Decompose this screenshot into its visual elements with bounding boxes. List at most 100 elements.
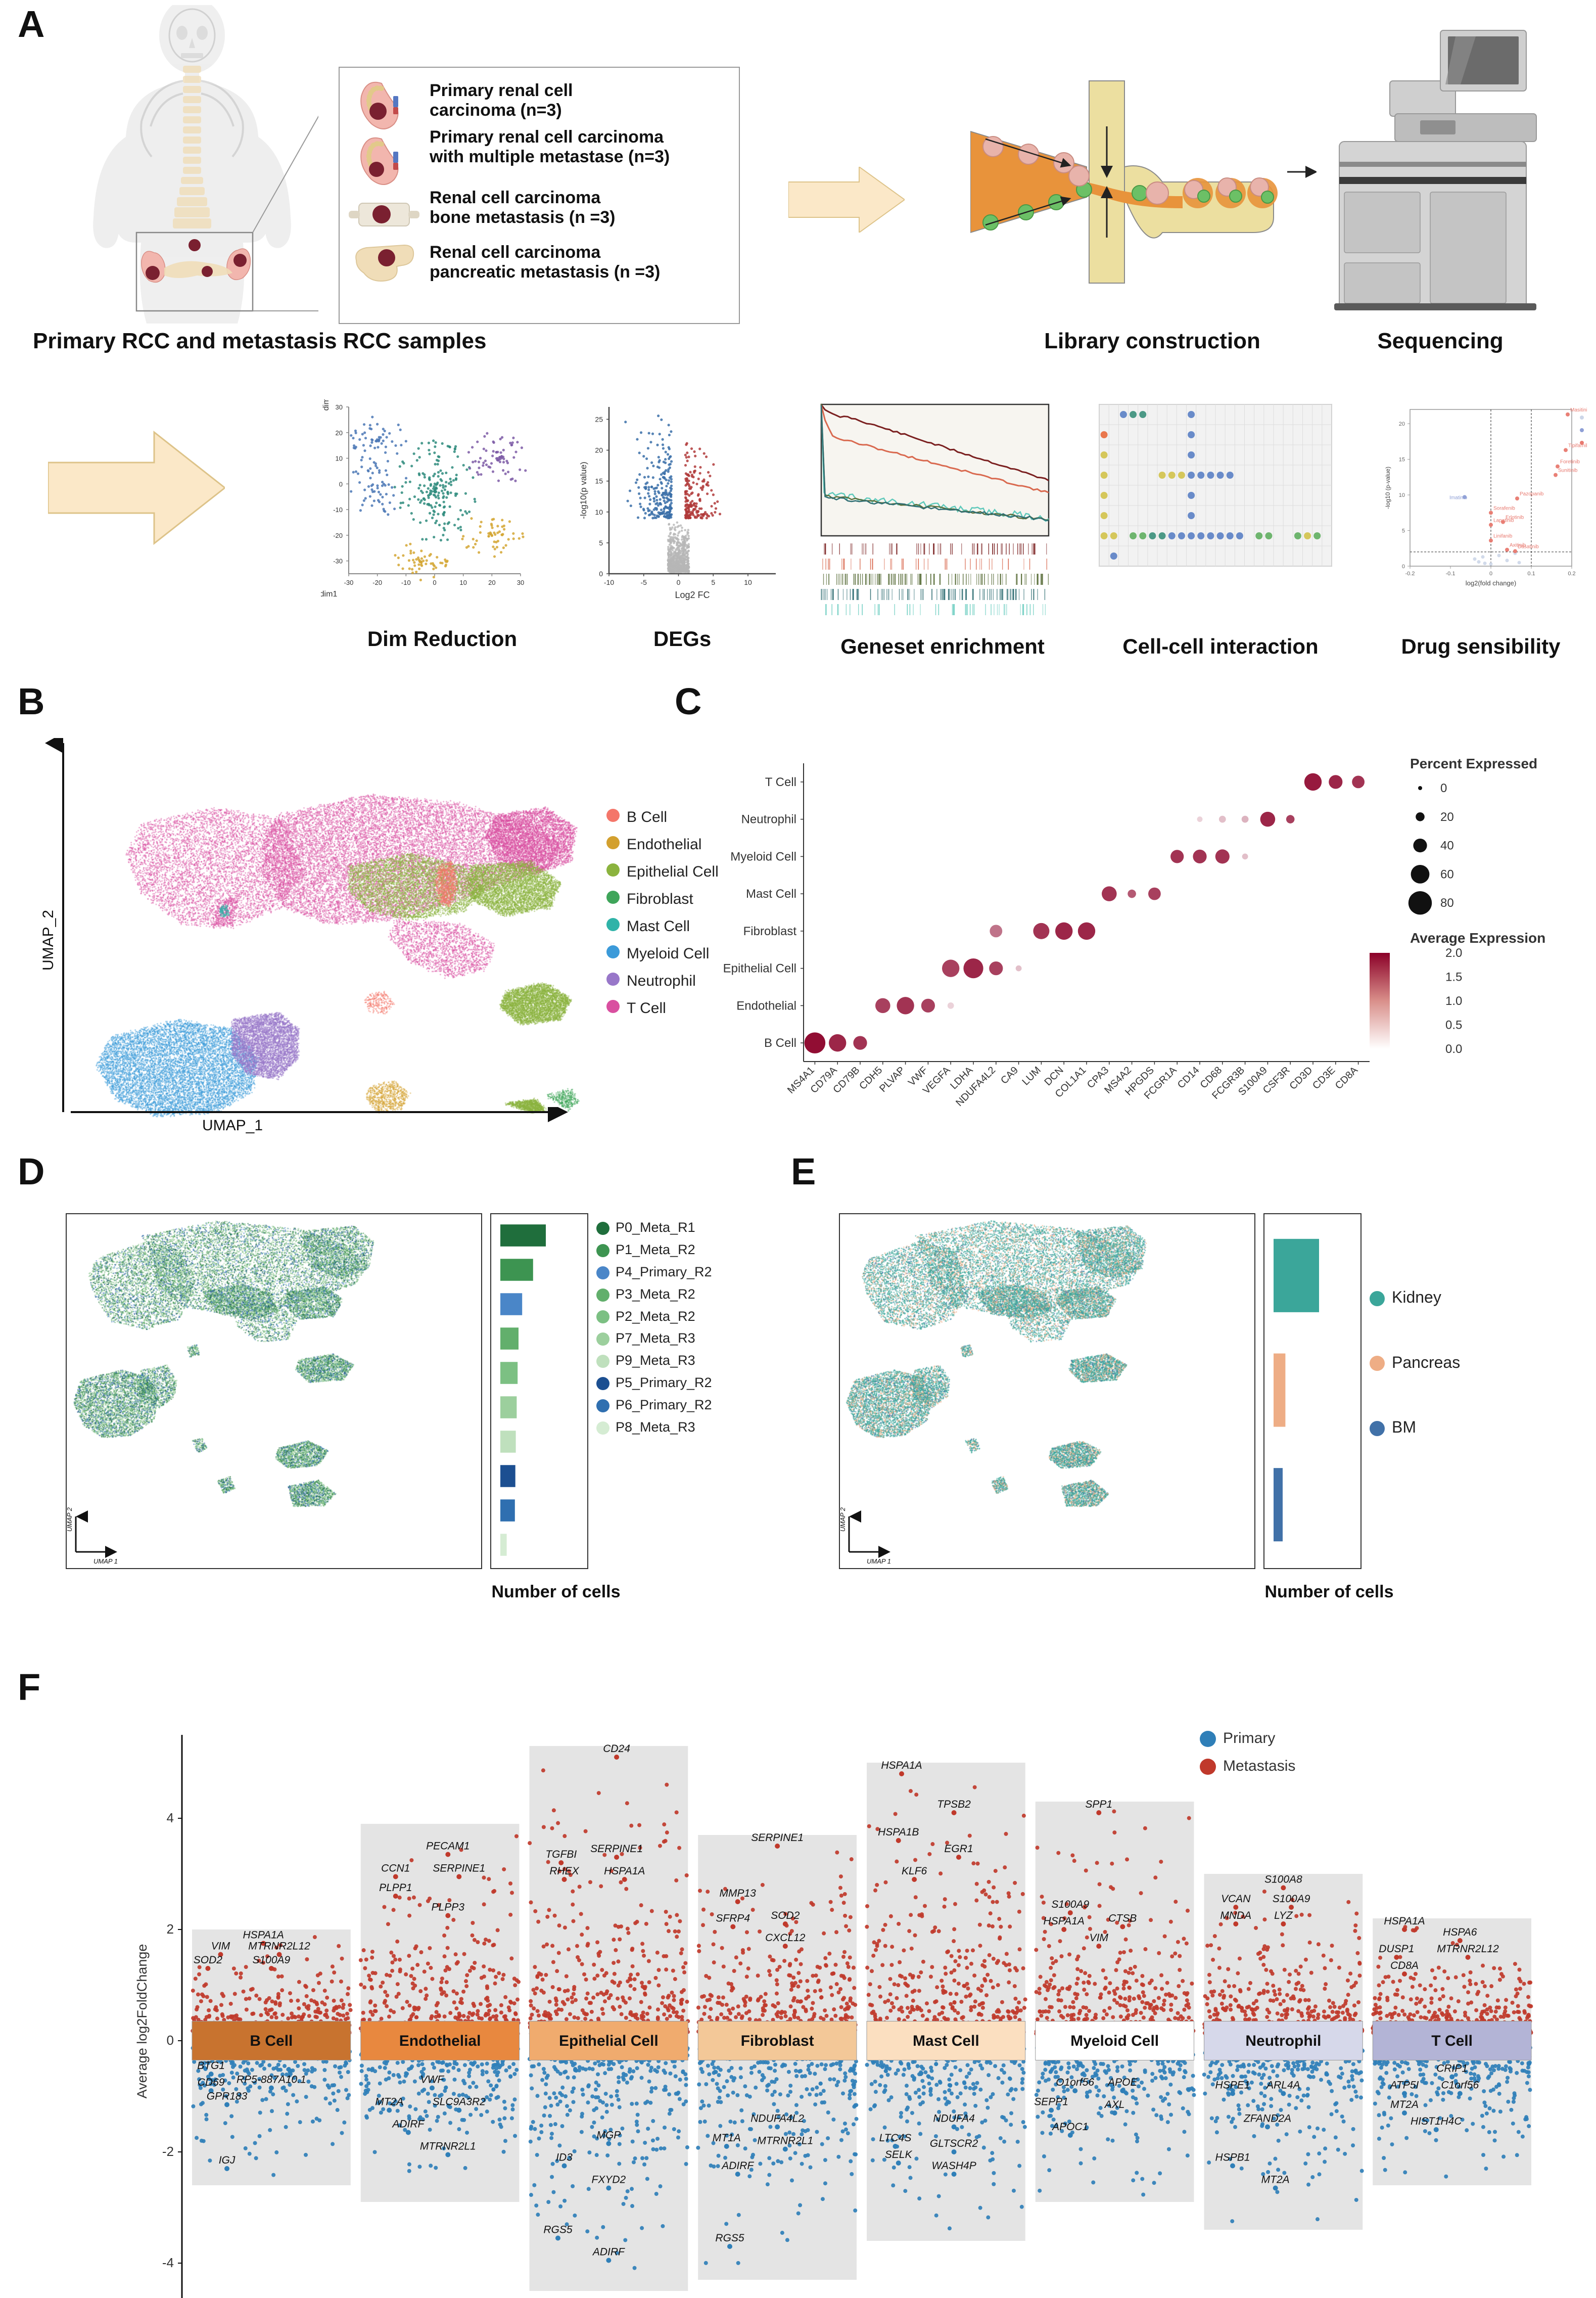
svg-text:VIM: VIM <box>211 1941 230 1952</box>
svg-text:Myeloid Cell: Myeloid Cell <box>730 850 796 863</box>
svg-text:-10: -10 <box>401 579 411 586</box>
svg-text:Imatinib: Imatinib <box>1449 495 1467 500</box>
svg-text:RGS5: RGS5 <box>543 2224 573 2236</box>
svg-text:ADIRF: ADIRF <box>391 2119 425 2130</box>
svg-text:CCN1: CCN1 <box>381 1863 410 1874</box>
svg-text:HSPA1A: HSPA1A <box>243 1929 284 1941</box>
svg-text:UMAP 2: UMAP 2 <box>839 1507 847 1532</box>
svg-text:-10: -10 <box>604 578 614 586</box>
svg-text:CD3E: CD3E <box>1310 1065 1337 1091</box>
svg-text:S100A9: S100A9 <box>253 1954 291 1966</box>
svg-text:CA9: CA9 <box>999 1065 1020 1086</box>
svg-text:PLPP1: PLPP1 <box>379 1882 412 1894</box>
svg-text:Fibroblast: Fibroblast <box>743 925 797 938</box>
svg-text:10: 10 <box>336 455 343 463</box>
svg-text:0.2: 0.2 <box>1568 571 1575 577</box>
svg-text:-10: -10 <box>333 506 343 514</box>
svg-text:BTG1: BTG1 <box>197 2060 225 2072</box>
svg-text:UMAP 2: UMAP 2 <box>66 1507 73 1532</box>
svg-text:MGP: MGP <box>596 2130 621 2141</box>
svg-text:30: 30 <box>517 579 524 586</box>
svg-text:ADIRF: ADIRF <box>592 2246 625 2258</box>
svg-text:80: 80 <box>1440 896 1454 910</box>
svg-text:Masitinib: Masitinib <box>1570 407 1587 413</box>
svg-text:Epithelial Cell: Epithelial Cell <box>559 2033 659 2049</box>
svg-text:10: 10 <box>1399 492 1405 498</box>
svg-text:LUM: LUM <box>1020 1065 1043 1087</box>
svg-text:HSPA1A: HSPA1A <box>604 1865 645 1877</box>
svg-text:PLVAP: PLVAP <box>877 1065 907 1094</box>
svg-text:MT2A: MT2A <box>375 2096 403 2108</box>
svg-text:UMAP_2: UMAP_2 <box>40 910 57 971</box>
svg-text:SOD2: SOD2 <box>194 1954 223 1966</box>
svg-text:15: 15 <box>1399 457 1405 463</box>
svg-text:ID3: ID3 <box>556 2152 573 2164</box>
svg-text:2.0: 2.0 <box>1445 946 1462 960</box>
svg-text:10: 10 <box>744 578 752 586</box>
svg-text:0: 0 <box>599 570 603 578</box>
svg-text:2: 2 <box>167 1921 174 1937</box>
svg-text:CD69: CD69 <box>198 2077 225 2088</box>
svg-text:Foretinib: Foretinib <box>1560 459 1580 465</box>
svg-text:SERPINE1: SERPINE1 <box>433 1863 485 1874</box>
svg-text:-4: -4 <box>162 2255 174 2270</box>
svg-text:20: 20 <box>488 579 495 586</box>
svg-text:dim1: dim1 <box>321 590 337 599</box>
svg-text:-log10(p value): -log10(p value) <box>579 462 588 519</box>
svg-text:VWF: VWF <box>420 2074 445 2086</box>
svg-text:PLPP3: PLPP3 <box>432 1902 465 1913</box>
svg-text:5: 5 <box>711 578 715 586</box>
svg-text:10: 10 <box>459 579 466 586</box>
svg-text:B Cell: B Cell <box>250 2033 293 2049</box>
svg-text:RHEX: RHEX <box>549 1865 579 1877</box>
svg-text:Epithelial Cell: Epithelial Cell <box>723 962 796 976</box>
svg-text:-0.2: -0.2 <box>1405 571 1415 577</box>
svg-text:0: 0 <box>1402 564 1405 570</box>
svg-text:Percent Expressed: Percent Expressed <box>1410 756 1537 771</box>
svg-text:PECAM1: PECAM1 <box>426 1841 470 1852</box>
svg-text:0: 0 <box>677 578 681 586</box>
svg-text:SLC9A3R2: SLC9A3R2 <box>433 2096 486 2108</box>
svg-text:T Cell: T Cell <box>765 775 796 789</box>
svg-text:20: 20 <box>595 446 603 454</box>
svg-text:Endothelial: Endothelial <box>736 999 796 1013</box>
svg-text:Average log2FoldChange: Average log2FoldChange <box>134 1944 150 2099</box>
svg-text:40: 40 <box>1440 839 1454 853</box>
svg-text:Neutrophil: Neutrophil <box>741 813 796 826</box>
svg-text:-0.1: -0.1 <box>1446 571 1456 577</box>
svg-text:UMAP 1: UMAP 1 <box>867 1557 891 1565</box>
svg-text:20: 20 <box>336 429 343 437</box>
svg-text:MTRNR2L12: MTRNR2L12 <box>248 1941 310 1952</box>
svg-text:60: 60 <box>1440 867 1454 881</box>
svg-text:RP5-887A10.1: RP5-887A10.1 <box>237 2074 306 2086</box>
svg-text:1.0: 1.0 <box>1445 994 1462 1008</box>
svg-text:10: 10 <box>595 508 603 516</box>
svg-text:Sunitinib: Sunitinib <box>1558 468 1578 474</box>
svg-text:CD14: CD14 <box>1176 1065 1202 1091</box>
svg-text:Mast Cell: Mast Cell <box>746 887 796 901</box>
svg-text:20: 20 <box>1399 421 1405 427</box>
svg-text:0: 0 <box>1440 782 1447 795</box>
svg-text:CD24: CD24 <box>603 1743 630 1755</box>
svg-text:UMAP 1: UMAP 1 <box>93 1557 118 1565</box>
svg-text:0.0: 0.0 <box>1445 1042 1462 1056</box>
svg-text:Lapatinib: Lapatinib <box>1493 518 1514 523</box>
svg-text:SERPINE1: SERPINE1 <box>590 1843 643 1855</box>
svg-text:-log10 (p-value): -log10 (p-value) <box>1384 467 1391 509</box>
svg-text:0: 0 <box>1489 571 1492 577</box>
svg-text:FXYD2: FXYD2 <box>592 2174 626 2186</box>
svg-text:0.1: 0.1 <box>1527 571 1535 577</box>
svg-text:Sorafenib: Sorafenib <box>1493 505 1515 511</box>
svg-text:0: 0 <box>433 579 436 586</box>
svg-text:-2: -2 <box>162 2144 174 2159</box>
svg-text:Pazopanib: Pazopanib <box>1520 491 1544 497</box>
svg-text:1.5: 1.5 <box>1445 971 1462 984</box>
svg-text:CD8A: CD8A <box>1333 1065 1360 1092</box>
svg-text:4: 4 <box>167 1810 174 1825</box>
svg-text:5: 5 <box>1402 528 1405 534</box>
svg-text:Log2 FC: Log2 FC <box>675 590 710 600</box>
svg-text:-30: -30 <box>344 579 354 586</box>
svg-text:30: 30 <box>336 403 343 411</box>
svg-text:-20: -20 <box>333 532 343 539</box>
svg-text:-5: -5 <box>641 578 647 586</box>
